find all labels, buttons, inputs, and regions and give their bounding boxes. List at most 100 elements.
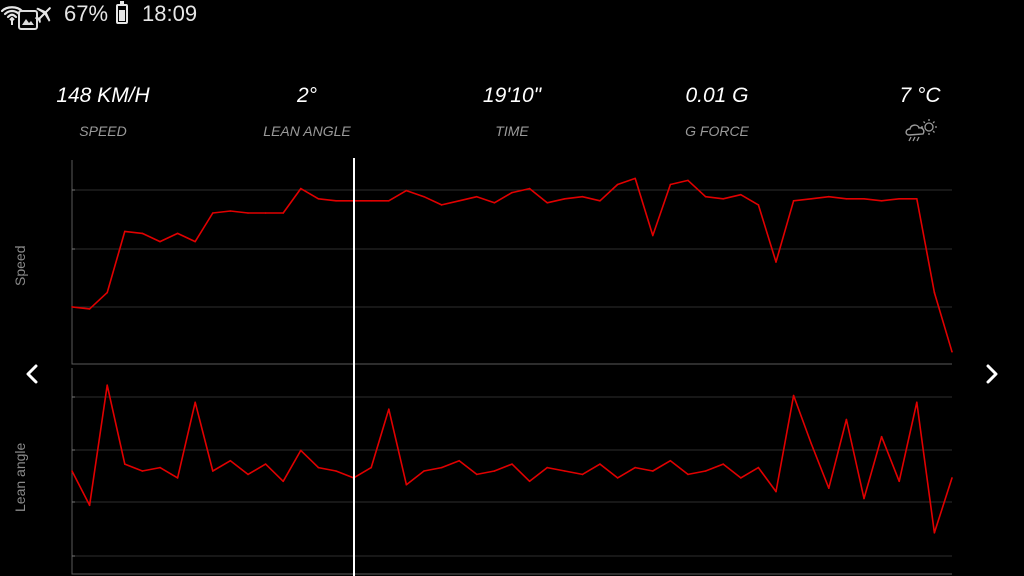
speed-axis bbox=[71, 160, 952, 365]
lean_angle-point bbox=[300, 449, 302, 452]
speed-stat: 148 KM/H SPEED bbox=[3, 82, 203, 140]
speed-point bbox=[740, 193, 742, 196]
speed-point bbox=[898, 198, 900, 200]
speed-point bbox=[106, 291, 108, 294]
speed-point bbox=[476, 195, 478, 198]
lean_angle-point bbox=[282, 480, 285, 483]
speed-point bbox=[687, 179, 689, 182]
lean_angle-point bbox=[229, 459, 232, 462]
lean_angle-point bbox=[440, 466, 443, 469]
lean_angle-point bbox=[669, 459, 672, 462]
clock-time: 18:09 bbox=[142, 1, 198, 26]
lean_angle-point bbox=[141, 470, 144, 472]
lean_angle-point bbox=[335, 470, 337, 472]
speed-point bbox=[159, 240, 161, 243]
lean_angle-point bbox=[933, 532, 936, 534]
lean_angle-point bbox=[775, 490, 777, 493]
speed-point bbox=[511, 191, 513, 194]
speed-point bbox=[599, 200, 601, 202]
lean_angle-point bbox=[546, 466, 548, 469]
lean_angle-point bbox=[740, 477, 742, 479]
lean_angle-point bbox=[845, 418, 848, 421]
lean_angle-point bbox=[317, 466, 320, 469]
lean_angle-point bbox=[951, 477, 953, 479]
lean_angle-point bbox=[493, 470, 496, 472]
speed-point bbox=[388, 200, 390, 202]
lean_angle-point bbox=[124, 463, 126, 465]
speed-point bbox=[317, 198, 320, 200]
speed-point bbox=[141, 232, 144, 235]
speed-chart[interactable] bbox=[71, 160, 953, 365]
speed-point bbox=[757, 204, 760, 206]
lean_angle-point bbox=[810, 442, 812, 445]
lean_angle-point bbox=[88, 504, 91, 507]
speed-point bbox=[212, 212, 214, 214]
previous-button[interactable] bbox=[20, 358, 44, 390]
lean_angle-point bbox=[405, 483, 408, 486]
wifi-data-icon bbox=[0, 6, 24, 25]
speed-point bbox=[581, 195, 584, 198]
time-value: 19'10" bbox=[482, 84, 542, 107]
g-force-value: 0.01 G bbox=[685, 84, 749, 107]
lean_angle-point bbox=[476, 473, 478, 476]
speed-point bbox=[493, 202, 496, 204]
speed-point bbox=[88, 308, 91, 310]
speed-point bbox=[282, 212, 285, 214]
speed-point bbox=[951, 351, 953, 353]
lean-angle-label: LEAN ANGLE bbox=[263, 123, 351, 139]
speed-series-line bbox=[71, 177, 953, 353]
airplane-icon bbox=[34, 7, 51, 24]
gallery-icon bbox=[18, 10, 38, 30]
speed-point bbox=[546, 202, 548, 204]
status-bar-right: 67% 18:09 bbox=[0, 0, 1024, 28]
temperature-stat: 7 °C bbox=[820, 82, 1020, 142]
speed-point bbox=[669, 183, 672, 186]
lean_angle-point bbox=[616, 477, 619, 479]
next-button[interactable] bbox=[980, 358, 1004, 390]
speed-point bbox=[528, 187, 531, 190]
speed-point bbox=[704, 195, 707, 198]
speed-point bbox=[458, 200, 461, 202]
time-label: TIME bbox=[495, 123, 529, 139]
lean_angle-point bbox=[388, 408, 390, 411]
speed-point bbox=[828, 195, 830, 198]
battery-percent: 67% bbox=[64, 1, 109, 26]
lean_angle-point bbox=[634, 466, 636, 469]
lean-angle-chart[interactable] bbox=[71, 368, 953, 575]
speed-point bbox=[916, 198, 918, 200]
lean_angle-point bbox=[581, 473, 584, 476]
speed-value: 148 KM/H bbox=[56, 84, 150, 107]
lean-angle-stat: 2° LEAN ANGLE bbox=[207, 82, 407, 140]
speed-point bbox=[124, 230, 126, 233]
lean_angle-point bbox=[194, 401, 196, 404]
speed-point bbox=[370, 200, 373, 202]
lean_angle-point bbox=[176, 477, 179, 479]
weather-rain-cloud-sun-icon bbox=[905, 119, 937, 142]
lean_angle-point bbox=[916, 401, 918, 404]
lean_angle-point bbox=[159, 466, 161, 469]
lean_angle-point bbox=[423, 470, 425, 472]
speed-point bbox=[229, 210, 232, 212]
lean_angle-point bbox=[458, 459, 461, 462]
lean_angle-point bbox=[687, 473, 689, 476]
speed-point bbox=[423, 195, 425, 198]
lean_angle-point bbox=[106, 384, 108, 387]
lean_angle-point bbox=[599, 463, 601, 465]
speed-point bbox=[71, 306, 73, 308]
weather-icon-wrap bbox=[820, 118, 1020, 142]
lean_angle-point bbox=[880, 435, 883, 438]
lean_angle-point bbox=[370, 466, 373, 469]
speed-point bbox=[863, 198, 865, 200]
chevron-left-icon bbox=[26, 364, 38, 384]
speed-point bbox=[616, 183, 619, 186]
speed-point bbox=[335, 200, 337, 202]
speed-point bbox=[775, 261, 777, 263]
lean_angle-point bbox=[264, 463, 267, 465]
speed-point bbox=[792, 200, 795, 202]
speed-point bbox=[440, 204, 443, 206]
speed-label: SPEED bbox=[79, 123, 127, 139]
time-stat: 19'10" TIME bbox=[412, 82, 612, 140]
speed-point bbox=[247, 212, 249, 214]
speed-point bbox=[264, 212, 267, 214]
